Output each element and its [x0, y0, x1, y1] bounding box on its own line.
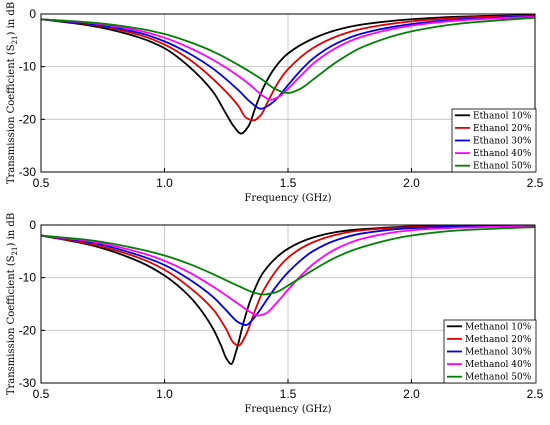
- legend: Ethanol 10% Ethanol 20% Ethanol 30% Ethanol…: [451, 108, 537, 173]
- series-line-3: [41, 15, 535, 110]
- legend-label: Methanol 40%: [465, 360, 532, 370]
- x-axis-title: Frequency (GHz): [244, 193, 331, 204]
- y-axis-title-tail: ) in dB: [6, 213, 17, 247]
- x-tick-label: 2.5: [527, 387, 544, 401]
- y-tick-label: 0: [29, 7, 36, 21]
- series-line-1: [41, 225, 535, 365]
- legend-label: Ethanol 10%: [473, 111, 532, 121]
- legend-label: Ethanol 30%: [473, 137, 532, 147]
- series-line-5: [41, 226, 535, 296]
- series-line-2: [41, 14, 535, 122]
- x-tick-label: 2.0: [403, 176, 420, 190]
- legend-label: Ethanol 20%: [473, 124, 532, 134]
- y-tick-label: -30: [19, 376, 37, 390]
- y-axis-title-sub: 21: [11, 35, 19, 44]
- series-line-2: [41, 225, 535, 347]
- chart-panel-1: 0.5 1.0 1.5 2.0 2.5 0 -10 -20 -30 Frequency (GHz)…: [6, 2, 544, 204]
- series-line-1: [41, 14, 535, 135]
- legend-label: Methanol 30%: [465, 348, 532, 358]
- x-tick-label: 1.0: [156, 387, 173, 401]
- legend: Methanol 10% Methanol 20% Methanol 30% Meth…: [443, 319, 537, 384]
- x-tick-label: 2.0: [403, 387, 420, 401]
- series-line-3: [41, 225, 535, 326]
- series-line-4: [41, 225, 535, 317]
- y-axis-title-main: Transmission Coefficient (S: [6, 255, 17, 395]
- legend-label: Ethanol 50%: [473, 162, 532, 172]
- y-tick-label: -10: [19, 271, 37, 285]
- y-tick-label: -10: [19, 60, 37, 74]
- x-tick-label: 2.5: [527, 176, 544, 190]
- y-axis-title-sub: 21: [11, 246, 19, 255]
- chart-panel-2: 0.5 1.0 1.5 2.0 2.5 0 -10 -20 -30 Frequency (GHz)…: [6, 213, 544, 415]
- y-tick-label: 0: [29, 218, 36, 232]
- y-axis-title: Transmission Coefficient (S21) in dB: [6, 213, 19, 395]
- y-axis-title-main: Transmission Coefficient (S: [6, 44, 17, 184]
- y-tick-label: -30: [19, 165, 37, 179]
- x-tick-label: 0.5: [33, 387, 50, 401]
- legend-label: Methanol 10%: [465, 322, 532, 332]
- y-axis-title-tail: ) in dB: [6, 2, 17, 36]
- legend-label: Methanol 20%: [465, 335, 532, 345]
- x-tick-label: 0.5: [33, 176, 50, 190]
- x-tick-label: 1.0: [156, 176, 173, 190]
- x-tick-label: 1.5: [280, 387, 297, 401]
- legend-label: Ethanol 40%: [473, 149, 532, 159]
- y-tick-label: -20: [19, 323, 37, 337]
- series-line-4: [41, 15, 535, 101]
- x-axis-title: Frequency (GHz): [244, 404, 331, 415]
- series-line-5: [41, 16, 535, 94]
- y-axis-title: Transmission Coefficient (S21) in dB: [6, 2, 19, 184]
- x-tick-label: 1.5: [280, 176, 297, 190]
- y-tick-label: -20: [19, 112, 37, 126]
- legend-label: Methanol 50%: [465, 373, 532, 383]
